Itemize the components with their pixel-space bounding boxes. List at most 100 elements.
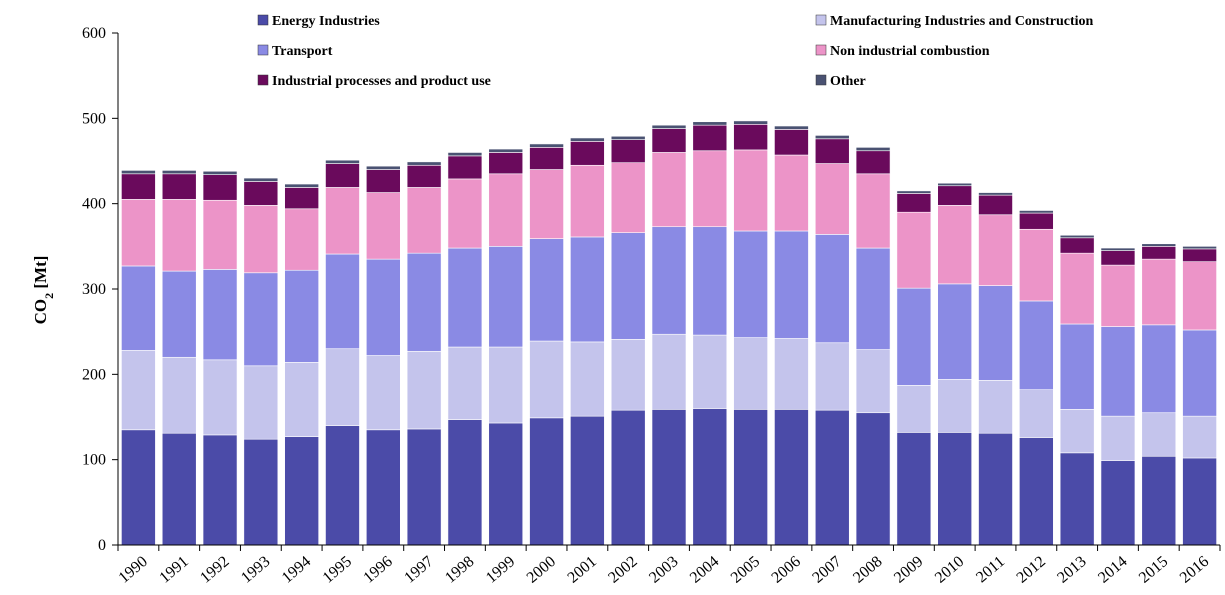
bar-segment <box>896 193 932 213</box>
bar-segment <box>610 139 646 164</box>
y-tick-label: 500 <box>82 110 106 127</box>
x-tick-label: 1999 <box>483 553 518 587</box>
bar-segment <box>651 128 687 153</box>
bar-segment <box>1019 389 1054 438</box>
bar-segment <box>733 230 768 338</box>
bar-segment <box>774 154 809 232</box>
bar-segment <box>1100 326 1136 417</box>
y-axis: 0 100 200 300 400 500 600 <box>82 25 119 554</box>
x-tick-label: 1993 <box>238 553 273 587</box>
bar-segment <box>447 346 483 420</box>
bar-segment <box>651 152 687 228</box>
x-tick-label: 2005 <box>728 553 763 587</box>
bar-segment <box>733 120 768 125</box>
x-tick-label: 2000 <box>524 553 559 587</box>
bar-segment <box>1141 243 1177 247</box>
x-tick-label: 1991 <box>156 553 191 587</box>
x-tick-label: 1998 <box>442 553 477 587</box>
bar-segment <box>284 187 319 210</box>
bar-segment <box>161 432 197 546</box>
bar-segment <box>692 121 728 126</box>
bar-segment <box>570 164 605 238</box>
bar-segment <box>610 135 646 140</box>
bar-segment <box>937 283 973 380</box>
legend-label: Manufacturing Industries and Constructio… <box>830 14 1094 29</box>
bar-segment <box>365 355 401 431</box>
x-tick-label: 2007 <box>809 553 844 587</box>
bar-segment <box>937 432 973 546</box>
bar-segment <box>1141 258 1177 326</box>
bar-segment <box>529 238 564 342</box>
bar-segment <box>1019 437 1054 546</box>
bar-segment <box>978 285 1013 381</box>
bar-segment <box>365 258 401 356</box>
bar-segment <box>325 163 360 188</box>
bar-segment <box>774 338 809 410</box>
bar-segment <box>774 230 809 339</box>
legend-label: Energy Industries <box>272 14 380 29</box>
bar-segment <box>1059 237 1095 254</box>
bar-segment <box>651 333 687 410</box>
bar-segment <box>529 147 564 170</box>
bar-segment <box>814 234 850 344</box>
bar-segment <box>1141 246 1177 260</box>
bar-segment <box>692 408 728 546</box>
bar-segment <box>692 124 728 152</box>
x-tick-label: 2010 <box>932 553 967 587</box>
bar-segment <box>488 246 524 348</box>
bar-segment <box>937 379 973 433</box>
bar-segment <box>529 143 564 148</box>
bar-segment <box>161 270 197 358</box>
bar-segment <box>202 359 238 436</box>
y-tick-label: 0 <box>98 537 106 554</box>
bar-segment <box>937 182 973 187</box>
y-tick-label: 200 <box>82 366 106 383</box>
bar-segment <box>978 214 1013 286</box>
x-tick-label: 2011 <box>973 553 1008 586</box>
bar-segment <box>570 341 605 417</box>
bar-segment <box>325 253 360 350</box>
bar-segment <box>814 409 850 546</box>
legend-swatch <box>815 44 827 56</box>
bar-segment <box>855 247 891 350</box>
bar-segment <box>1059 234 1095 239</box>
x-tick-label: 2001 <box>565 553 600 587</box>
bar-segment <box>692 226 728 336</box>
x-tick-label: 2002 <box>605 553 640 587</box>
bar-segment <box>570 415 605 546</box>
bar-segment <box>651 409 687 546</box>
bar-segment <box>774 125 809 130</box>
bar-segment <box>1100 415 1136 461</box>
x-tick-label: 2013 <box>1054 553 1089 587</box>
bar-segment <box>202 199 238 270</box>
bar-segment <box>855 173 891 249</box>
bar-segment <box>692 150 728 228</box>
bar-segment <box>406 350 442 430</box>
x-tick-label: 2008 <box>850 553 885 587</box>
bar-segment <box>406 428 442 546</box>
bar-segment <box>855 147 891 152</box>
x-tick-label: 1992 <box>197 553 232 587</box>
x-tick-label: 2015 <box>1136 553 1171 587</box>
bar-segment <box>406 161 442 166</box>
bar-segment <box>651 124 687 129</box>
bar-segment <box>1100 264 1136 327</box>
bar-segment <box>1182 246 1217 250</box>
x-tick-label: 2016 <box>1177 553 1212 587</box>
bar-segment <box>365 169 401 193</box>
bar-segment <box>610 232 646 340</box>
bar-segment <box>774 409 809 546</box>
bar-segment <box>243 438 279 546</box>
legend-label: Non industrial combustion <box>830 44 990 59</box>
x-tick-label: 1994 <box>279 553 314 587</box>
bar-segment <box>243 365 279 440</box>
bar-segment <box>325 425 360 546</box>
bar-segment <box>896 287 932 386</box>
bar-segment <box>774 129 809 156</box>
bar-segment <box>814 163 850 235</box>
bar-segment <box>1141 412 1177 457</box>
legend-swatch <box>257 14 269 26</box>
bar-segment <box>937 205 973 285</box>
legend: Energy Industries Manufacturing Industrie… <box>257 14 1094 89</box>
bar-segment <box>855 349 891 414</box>
